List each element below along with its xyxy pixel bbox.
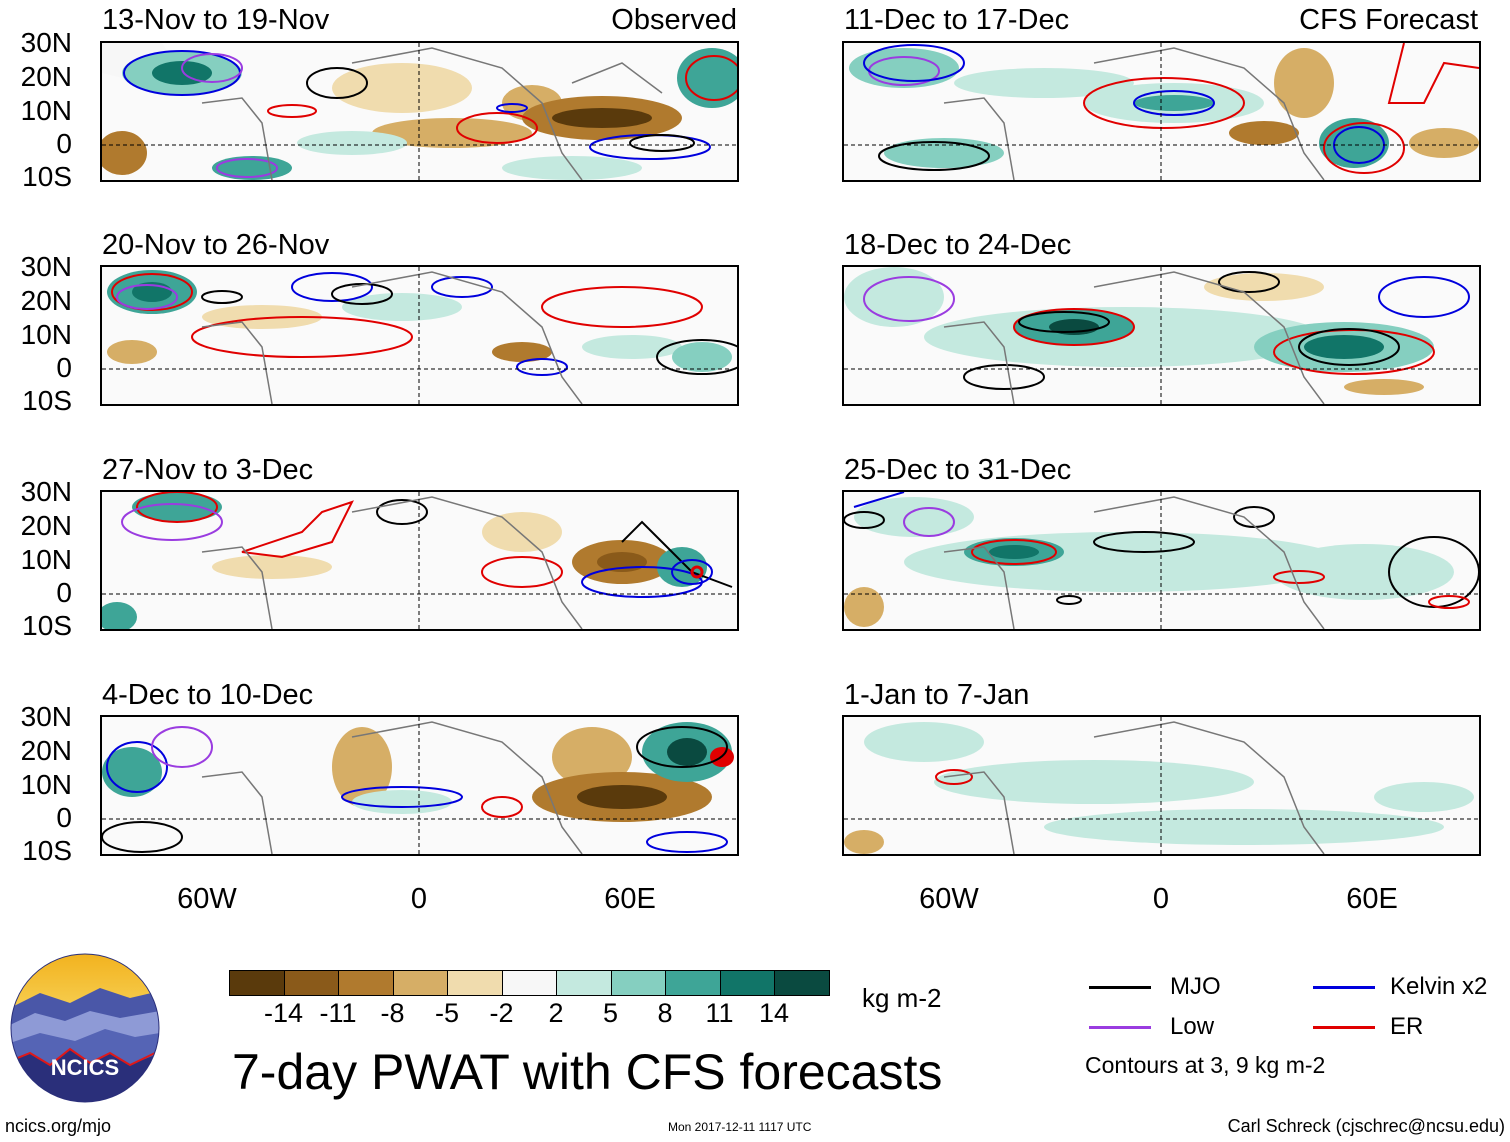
map-panel-l1 xyxy=(100,265,739,406)
map-panel-l3 xyxy=(100,715,739,856)
legend-note: Contours at 3, 9 kg m-2 xyxy=(1085,1052,1326,1078)
map-panel-r0 xyxy=(842,41,1481,182)
colorbar-swatch xyxy=(229,970,285,996)
map-panel-r3 xyxy=(842,715,1481,856)
lon-label-0-left: 0 xyxy=(410,883,428,915)
footer-credit: Carl Schreck (cjschrec@ncsu.edu) xyxy=(1227,1116,1505,1136)
lat-label-row0-2: 10N xyxy=(20,95,72,126)
colorbar-tick-label: -8 xyxy=(380,998,405,1028)
lat-label-row1-3: 0 xyxy=(56,352,72,383)
colorbar-tick-label: 8 xyxy=(657,998,673,1028)
legend-er-swatch xyxy=(1313,1026,1375,1029)
panel-title-l2: 27-Nov to 3-Dec xyxy=(102,454,314,486)
panel-title-r2: 25-Dec to 31-Dec xyxy=(844,454,1072,486)
lat-label-row1-2: 10N xyxy=(20,319,72,350)
ncics-logo-text: NCICS xyxy=(51,1055,119,1080)
map-panel-l2 xyxy=(100,490,739,631)
lat-label-row2-3: 0 xyxy=(56,577,72,608)
legend-low-label: Low xyxy=(1170,1013,1215,1040)
colorbar-tick-label: -11 xyxy=(319,998,357,1028)
lat-label-row1-1: 20N xyxy=(20,285,72,316)
lon-label-0-right: 0 xyxy=(1152,883,1170,915)
colorbar-swatch xyxy=(610,970,666,996)
cfs-forecast-label: CFS Forecast xyxy=(1299,4,1478,36)
colorbar-tick-label: 2 xyxy=(548,998,564,1028)
lon-label-60w-right: 60W xyxy=(919,883,979,915)
lat-label-row3-0: 30N xyxy=(20,701,72,732)
colorbar-tick-label: -5 xyxy=(434,998,459,1028)
legend-kelvin-swatch xyxy=(1313,986,1375,989)
colorbar-swatch xyxy=(665,970,721,996)
lat-label-row3-2: 10N xyxy=(20,769,72,800)
lon-label-60e-right: 60E xyxy=(1346,883,1398,915)
colorbar-swatch xyxy=(392,970,448,996)
lat-label-row3-1: 20N xyxy=(20,735,72,766)
panel-title-l0: 13-Nov to 19-Nov xyxy=(102,4,330,36)
footer-url: ncics.org/mjo xyxy=(5,1116,112,1136)
lon-label-60w-left: 60W xyxy=(177,883,237,915)
lat-label-row3-4: 10S xyxy=(22,835,72,866)
colorbar-swatch xyxy=(283,970,339,996)
colorbar-swatch xyxy=(556,970,612,996)
lat-label-row0-3: 0 xyxy=(56,128,72,159)
map-panel-r1 xyxy=(842,265,1481,406)
lat-label-row2-2: 10N xyxy=(20,544,72,575)
lat-label-row1-4: 10S xyxy=(22,385,72,416)
colorbar-tick-label: 14 xyxy=(758,998,790,1028)
main-title: 7-day PWAT with CFS forecasts xyxy=(232,1044,943,1100)
panel-title-r3: 1-Jan to 7-Jan xyxy=(844,679,1030,711)
observed-label: Observed xyxy=(611,4,737,36)
panel-title-l3: 4-Dec to 10-Dec xyxy=(102,679,314,711)
colorbar-tick-label: -2 xyxy=(489,998,514,1028)
colorbar-tick-label: -14 xyxy=(263,998,304,1028)
legend-er-label: ER xyxy=(1390,1013,1424,1040)
colorbar-swatch xyxy=(501,970,557,996)
ncics-logo: NCICS xyxy=(10,953,160,1103)
colorbar-swatch xyxy=(447,970,503,996)
panel-title-r1: 18-Dec to 24-Dec xyxy=(844,229,1072,261)
footer-timestamp: Mon 2017-12-11 1117 UTC xyxy=(668,1120,812,1134)
colorbar-tick-label: 5 xyxy=(602,998,619,1028)
legend-low-swatch xyxy=(1089,1026,1151,1029)
colorbar-swatch xyxy=(774,970,830,996)
lat-label-row2-4: 10S xyxy=(22,610,72,641)
colorbar-tick-label: 11 xyxy=(705,998,734,1028)
map-panel-l0 xyxy=(100,41,739,182)
lat-label-row2-0: 30N xyxy=(20,476,72,507)
lat-label-row3-3: 0 xyxy=(56,802,72,833)
colorbar-units: kg m-2 xyxy=(862,983,942,1013)
lat-label-row2-1: 20N xyxy=(20,510,72,541)
lat-label-row1-0: 30N xyxy=(20,251,72,282)
panel-title-l1: 20-Nov to 26-Nov xyxy=(102,229,330,261)
lat-label-row0-4: 10S xyxy=(22,161,72,192)
legend-mjo-swatch xyxy=(1089,986,1151,989)
lat-label-row0-1: 20N xyxy=(20,61,72,92)
lon-label-60e-left: 60E xyxy=(604,883,656,915)
colorbar-swatch xyxy=(719,970,775,996)
legend-mjo-label: MJO xyxy=(1170,973,1221,1000)
panel-title-r0: 11-Dec to 17-Dec xyxy=(844,4,1070,36)
map-panel-r2 xyxy=(842,490,1481,631)
colorbar-swatch xyxy=(338,970,394,996)
lat-label-row0-0: 30N xyxy=(20,27,72,58)
legend-kelvin-label: Kelvin x2 xyxy=(1390,973,1488,1000)
